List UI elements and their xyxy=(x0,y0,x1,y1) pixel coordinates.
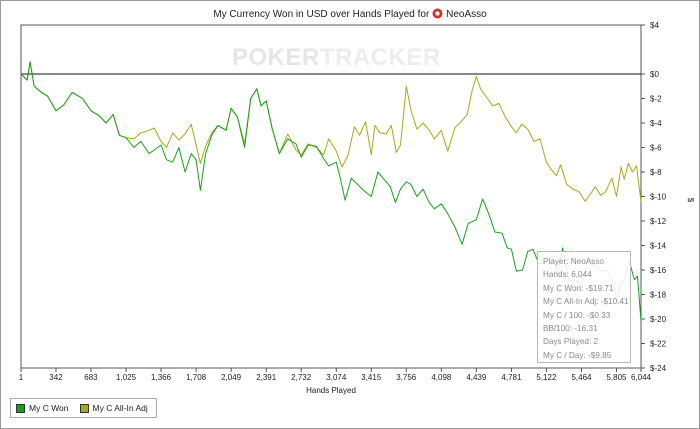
x-tick-label: 1 xyxy=(19,373,24,382)
y-tick-label: $0 xyxy=(650,70,659,79)
x-tick-label: 2,049 xyxy=(221,373,242,382)
x-tick-label: 1,708 xyxy=(186,373,207,382)
x-tick-label: 5,464 xyxy=(571,373,592,382)
y-tick-label: $-16 xyxy=(650,266,667,275)
tooltip-days: Days Played: 2 xyxy=(543,337,599,347)
y-tick-label: $-10 xyxy=(650,193,667,202)
x-tick-label: 3,074 xyxy=(326,373,347,382)
legend-label-allin: My C All-In Adj xyxy=(92,403,148,413)
y-tick-label: $4 xyxy=(650,21,659,30)
x-tick-label: 4,781 xyxy=(501,373,522,382)
tooltip-won: My C Won: -$19.71 xyxy=(543,283,614,293)
legend-item-allin[interactable]: My C All-In Adj xyxy=(79,403,148,413)
tooltip-per-100: My C / 100: -$0.33 xyxy=(543,310,611,320)
tooltip-hands: Hands: 6,044 xyxy=(543,270,592,280)
hover-tooltip: Player: NeoAsso Hands: 6,044 My C Won: -… xyxy=(537,251,631,363)
x-tick-label: 2,732 xyxy=(291,373,312,382)
x-tick-label: 5,122 xyxy=(536,373,557,382)
poker-chip-icon xyxy=(432,8,443,22)
y-tick-label: $-4 xyxy=(650,119,662,128)
x-tick-label: 1,366 xyxy=(151,373,172,382)
y-tick-label: $-18 xyxy=(650,291,667,300)
y-tick-label: $-24 xyxy=(650,364,667,373)
x-axis-label: Hands Played xyxy=(306,386,356,395)
y-tick-label: $-2 xyxy=(650,95,662,104)
x-tick-label: 2,391 xyxy=(256,373,277,382)
legend-swatch-won xyxy=(16,403,25,413)
x-tick-label: 4,098 xyxy=(431,373,452,382)
legend-item-won[interactable]: My C Won xyxy=(16,403,69,413)
x-tick-label: 5,805 xyxy=(606,373,627,382)
y-tick-label: $-20 xyxy=(650,315,667,324)
x-tick-label: 342 xyxy=(49,373,63,382)
tooltip-allin-adj: My C All-In Adj: -$10.41 xyxy=(543,297,629,307)
x-tick-label: 1,025 xyxy=(116,373,137,382)
watermark-part-1: POKER xyxy=(232,44,320,71)
tooltip-bb-100: BB/100: -16.31 xyxy=(543,323,598,333)
y-axis-label: $ xyxy=(686,198,695,203)
title-player: NeoAsso xyxy=(446,9,487,20)
x-tick-label: 3,756 xyxy=(396,373,417,382)
watermark-part-2: TRACKER xyxy=(319,44,441,71)
x-tick-label: 683 xyxy=(84,373,98,382)
y-axis-ticks: $4 $0 $-2 $-4 $-6 $-8 $-10 $-12 $-14 $-16 $-18 $-20… xyxy=(641,21,667,373)
y-tick-label: $-8 xyxy=(650,168,662,177)
y-tick-label: $-6 xyxy=(650,144,662,153)
x-tick-label: 4,439 xyxy=(466,373,487,382)
y-tick-label: $-12 xyxy=(650,217,667,226)
watermark-logo: POKERTRACKER xyxy=(232,44,472,72)
legend-swatch-allin xyxy=(79,403,89,413)
x-tick-label: 6,044 xyxy=(631,373,652,382)
series-line-allin-adj xyxy=(20,61,642,202)
y-tick-label: $-14 xyxy=(650,242,667,251)
tooltip-per-day: My C / Day: -$9.85 xyxy=(543,350,612,360)
title-text: My Currency Won in USD over Hands Played… xyxy=(213,9,430,20)
x-axis-ticks: 1 342 683 1,025 1,366 1,708 2,049 2,391 2,732 3,0… xyxy=(19,368,652,382)
x-tick-label: 3,415 xyxy=(361,373,382,382)
tooltip-player: Player: NeoAsso xyxy=(543,257,604,266)
chart-title: My Currency Won in USD over Hands Played… xyxy=(0,8,700,22)
y-tick-label: $-22 xyxy=(650,340,667,349)
legend-label-won: My C Won xyxy=(29,403,69,413)
chart-legend: My C Won My C All-In Adj xyxy=(10,398,157,418)
